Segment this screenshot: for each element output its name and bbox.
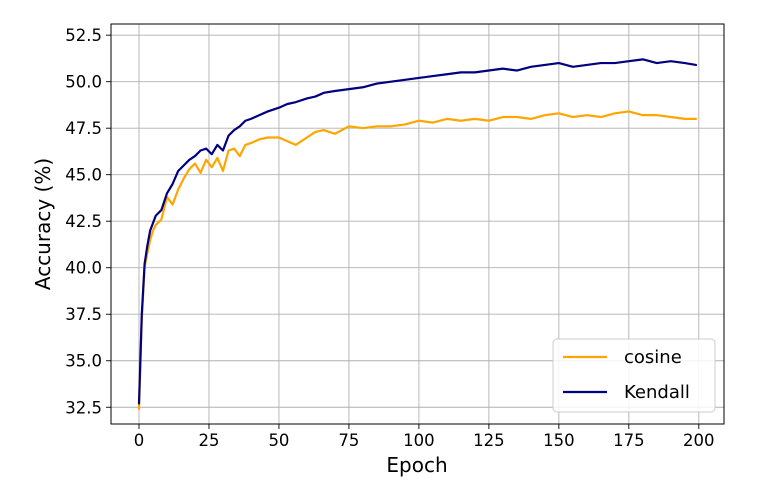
x-axis-ticks: 0 25 50 75 100 125 150 175 200 — [134, 424, 715, 450]
series-line-kendall — [137, 58, 698, 405]
y-tick-label: 42.5 — [65, 212, 102, 231]
x-tick-label: 25 — [198, 431, 219, 450]
legend-label-kendall: Kendall — [624, 382, 690, 403]
x-tick-label: 150 — [543, 431, 575, 450]
y-axis-ticks: 32.5 35.0 37.5 40.0 42.5 45.0 47.5 50.0 52.5 — [65, 26, 111, 417]
y-tick-label: 45.0 — [65, 166, 102, 185]
y-tick-label: 32.5 — [65, 398, 102, 417]
x-tick-label: 75 — [338, 431, 359, 450]
x-tick-label: 100 — [403, 431, 435, 450]
x-tick-label: 200 — [683, 431, 715, 450]
grid — [111, 24, 724, 424]
y-tick-label: 37.5 — [65, 305, 102, 324]
legend-label-cosine: cosine — [624, 347, 682, 368]
y-tick-label: 47.5 — [65, 119, 102, 138]
y-tick-label: 35.0 — [65, 352, 102, 371]
y-tick-label: 50.0 — [65, 73, 102, 92]
x-tick-label: 125 — [473, 431, 505, 450]
series-lines — [137, 58, 698, 411]
y-tick-label: 52.5 — [65, 26, 102, 45]
series-line-cosine — [137, 110, 698, 411]
x-tick-label: 0 — [134, 431, 145, 450]
y-axis-label: Accuracy (%) — [31, 158, 55, 290]
legend: cosine Kendall — [552, 338, 716, 413]
y-tick-label: 40.0 — [65, 259, 102, 278]
x-tick-label: 175 — [613, 431, 645, 450]
x-tick-label: 50 — [268, 431, 289, 450]
x-axis-label: Epoch — [386, 453, 447, 477]
plot-area-frame — [110, 23, 725, 425]
